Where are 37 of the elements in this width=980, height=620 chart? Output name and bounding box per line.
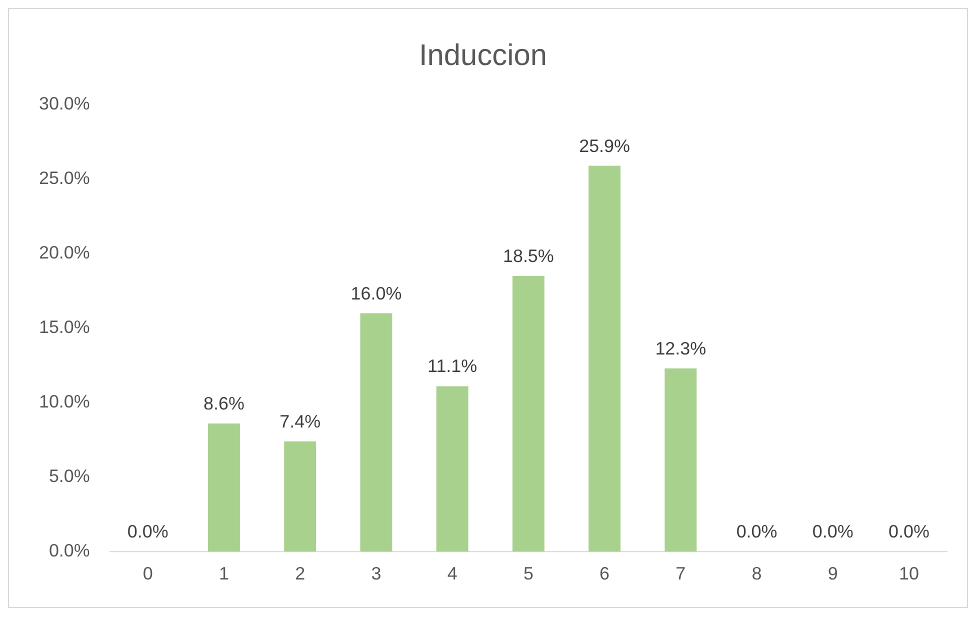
data-label: 18.5%	[502, 246, 554, 266]
data-label: 25.9%	[579, 136, 630, 156]
data-label: 0.0%	[736, 522, 778, 542]
x-tick-label: 10	[899, 563, 919, 584]
x-tick-label: 7	[676, 563, 686, 584]
data-label: 0.0%	[812, 522, 854, 542]
bar	[360, 313, 392, 552]
x-tick-label: 9	[828, 563, 838, 584]
bar	[512, 276, 544, 552]
y-tick-label: 25.0%	[38, 168, 90, 188]
x-tick-label: 4	[447, 563, 458, 584]
y-tick-label: 20.0%	[38, 242, 90, 263]
x-tick-label: 0	[142, 563, 153, 584]
y-tick-label: 5.0%	[48, 466, 90, 486]
x-tick-label: 3	[371, 563, 382, 584]
data-label: 8.6%	[204, 394, 244, 414]
data-label: 11.1%	[428, 356, 478, 376]
data-label: 7.4%	[280, 411, 321, 432]
bar	[436, 386, 468, 552]
bar	[208, 423, 240, 552]
x-tick-label: 2	[295, 563, 306, 584]
x-tick-label: 8	[752, 563, 762, 584]
data-label: 0.0%	[888, 522, 930, 542]
bar	[284, 441, 316, 552]
chart-title: Induccion	[418, 39, 548, 72]
x-tick-label: 6	[600, 563, 610, 584]
y-tick-label: 10.0%	[38, 392, 90, 412]
y-tick-label: 30.0%	[38, 94, 90, 114]
bar	[664, 368, 697, 552]
data-label: 12.3%	[655, 338, 706, 358]
bar	[588, 166, 621, 552]
y-tick-label: 15.0%	[38, 317, 90, 338]
x-tick-label: 5	[523, 563, 534, 584]
data-label: 16.0%	[350, 283, 402, 304]
x-tick-label: 1	[219, 563, 230, 584]
y-tick-label: 0.0%	[48, 540, 90, 561]
data-label: 0.0%	[127, 522, 168, 542]
